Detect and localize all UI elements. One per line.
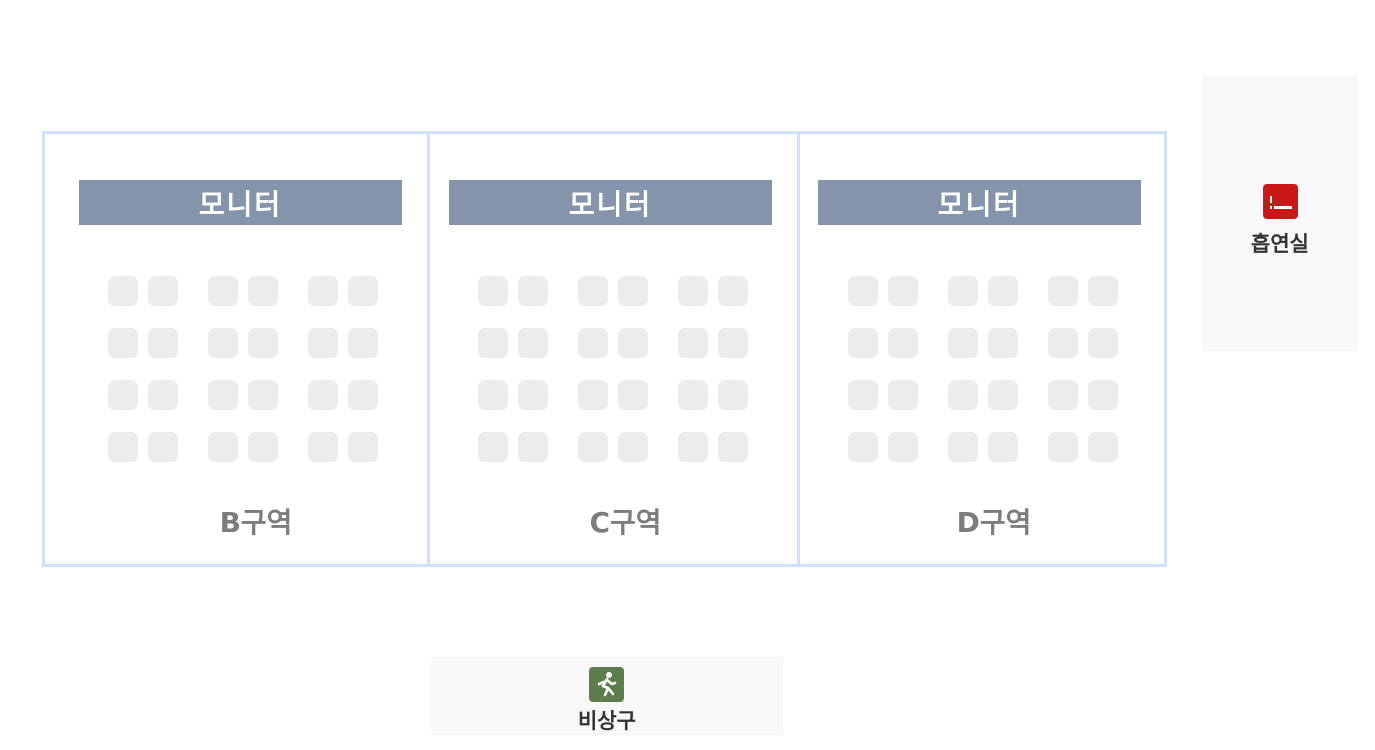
seat[interactable] [308,380,338,410]
seating-zones: 모니터 B구역 모니터 C구역 모니터 D구역 [42,131,1167,567]
monitor-banner: 모니터 [818,180,1141,225]
seat[interactable] [678,328,708,358]
emergency-exit-label: 비상구 [578,709,636,733]
seat[interactable] [108,276,138,306]
seat[interactable] [618,276,648,306]
seat-grid [108,276,378,462]
seat[interactable] [148,276,178,306]
seat[interactable] [678,432,708,462]
seat[interactable] [578,328,608,358]
running-person-icon [589,667,624,702]
seat[interactable] [678,380,708,410]
seat[interactable] [108,432,138,462]
seat[interactable] [1048,276,1078,306]
seat[interactable] [108,328,138,358]
zone-label: B구역 [219,506,293,539]
seat[interactable] [208,328,238,358]
seat-grid [478,276,748,462]
zone-label: D구역 [956,506,1032,539]
seat-grid [848,276,1118,462]
seat[interactable] [208,432,238,462]
seat[interactable] [618,432,648,462]
seat[interactable] [948,432,978,462]
smoking-room: 흡연실 [1202,76,1358,351]
seat[interactable] [248,380,278,410]
emergency-exit: 비상구 [431,657,783,735]
seat[interactable] [718,328,748,358]
seat[interactable] [348,380,378,410]
seat[interactable] [148,328,178,358]
smoking-icon [1263,184,1298,219]
seat[interactable] [578,432,608,462]
seat[interactable] [888,432,918,462]
seat[interactable] [888,380,918,410]
zone-d: 모니터 D구역 [797,134,1164,564]
seat[interactable] [1088,380,1118,410]
seat[interactable] [208,276,238,306]
seat[interactable] [478,380,508,410]
seat[interactable] [148,380,178,410]
seat[interactable] [948,276,978,306]
seat[interactable] [478,276,508,306]
seat[interactable] [148,432,178,462]
seat[interactable] [848,432,878,462]
seat[interactable] [208,380,238,410]
smoking-room-label: 흡연실 [1251,232,1309,256]
seat[interactable] [948,380,978,410]
seat[interactable] [478,432,508,462]
seat[interactable] [1088,276,1118,306]
seat[interactable] [1088,328,1118,358]
seat[interactable] [988,380,1018,410]
seat[interactable] [308,276,338,306]
seat[interactable] [518,276,548,306]
seat[interactable] [848,380,878,410]
seat[interactable] [248,328,278,358]
seat[interactable] [1088,432,1118,462]
seat[interactable] [348,432,378,462]
seat[interactable] [988,328,1018,358]
seat[interactable] [848,276,878,306]
seat[interactable] [578,380,608,410]
seat[interactable] [518,328,548,358]
seat[interactable] [348,276,378,306]
seat[interactable] [348,328,378,358]
monitor-banner: 모니터 [79,180,402,225]
seat[interactable] [1048,380,1078,410]
seat[interactable] [478,328,508,358]
seat[interactable] [988,432,1018,462]
zone-b: 모니터 B구역 [45,134,427,564]
seat[interactable] [518,380,548,410]
seat[interactable] [308,432,338,462]
zone-label: C구역 [589,506,662,539]
seat[interactable] [848,328,878,358]
zone-c: 모니터 C구역 [427,134,797,564]
seat[interactable] [108,380,138,410]
seat[interactable] [308,328,338,358]
seat[interactable] [948,328,978,358]
seat[interactable] [578,276,608,306]
seat[interactable] [718,380,748,410]
seat[interactable] [518,432,548,462]
seat[interactable] [618,328,648,358]
seat[interactable] [1048,432,1078,462]
seat[interactable] [718,432,748,462]
seat[interactable] [678,276,708,306]
seat[interactable] [888,276,918,306]
seat[interactable] [888,328,918,358]
seat[interactable] [1048,328,1078,358]
seat[interactable] [248,432,278,462]
seat[interactable] [988,276,1018,306]
seat[interactable] [718,276,748,306]
monitor-banner: 모니터 [449,180,772,225]
seat[interactable] [248,276,278,306]
seat[interactable] [618,380,648,410]
